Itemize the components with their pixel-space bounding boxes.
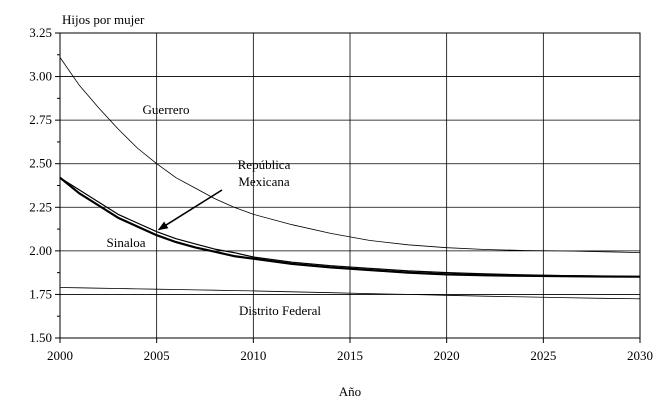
x-axis-label: Año — [339, 384, 361, 399]
annotation-arrow — [157, 189, 223, 231]
plot-frame — [59, 32, 641, 339]
y-tick-label: 2.75 — [29, 112, 52, 127]
x-tick-label: 2015 — [337, 348, 363, 363]
y-tick-label: 2.25 — [29, 199, 52, 214]
x-tick-label: 2020 — [434, 348, 460, 363]
x-tick-label: 2005 — [144, 348, 170, 363]
x-axis: 2000 2005 2010 2015 2020 2025 2030 — [47, 338, 653, 363]
series-line-distrito-federal — [59, 287, 641, 300]
series-line-sinaloa — [59, 176, 641, 278]
x-tick-label: 2010 — [240, 348, 266, 363]
annotation-republica-mexicana: República — [238, 157, 291, 172]
y-axis: 1.50 1.75 2.00 2.25 2.50 2.75 3.00 3.25 — [29, 25, 60, 345]
y-tick-label: 1.75 — [29, 286, 52, 301]
y-tick-label: 1.50 — [29, 330, 52, 345]
annotation-sinaloa: Sinaloa — [107, 235, 146, 250]
annotations: Guerrero República Mexicana Sinaloa Distrito… — [107, 102, 322, 318]
y-tick-label: 3.00 — [29, 69, 52, 84]
series-line-guerrero — [59, 57, 641, 253]
y-tick-label: 2.00 — [29, 243, 52, 258]
annotation-distrito-federal: Distrito Federal — [239, 303, 321, 318]
y-axis-label: Hijos por mujer — [62, 12, 145, 27]
plot-area — [59, 57, 641, 300]
annotation-guerrero: Guerrero — [143, 102, 190, 117]
gridlines — [59, 32, 641, 339]
y-tick-label: 3.25 — [29, 25, 52, 40]
x-tick-label: 2025 — [530, 348, 556, 363]
x-tick-label: 2000 — [47, 348, 73, 363]
x-tick-label: 2030 — [627, 348, 653, 363]
annotation-republica-mexicana: Mexicana — [238, 174, 289, 189]
y-tick-label: 2.50 — [29, 156, 52, 171]
